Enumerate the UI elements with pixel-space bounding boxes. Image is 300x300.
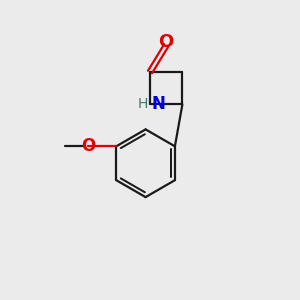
Text: H: H <box>137 98 148 111</box>
Text: N: N <box>151 95 165 113</box>
Text: O: O <box>159 33 174 51</box>
Text: O: O <box>81 137 95 155</box>
